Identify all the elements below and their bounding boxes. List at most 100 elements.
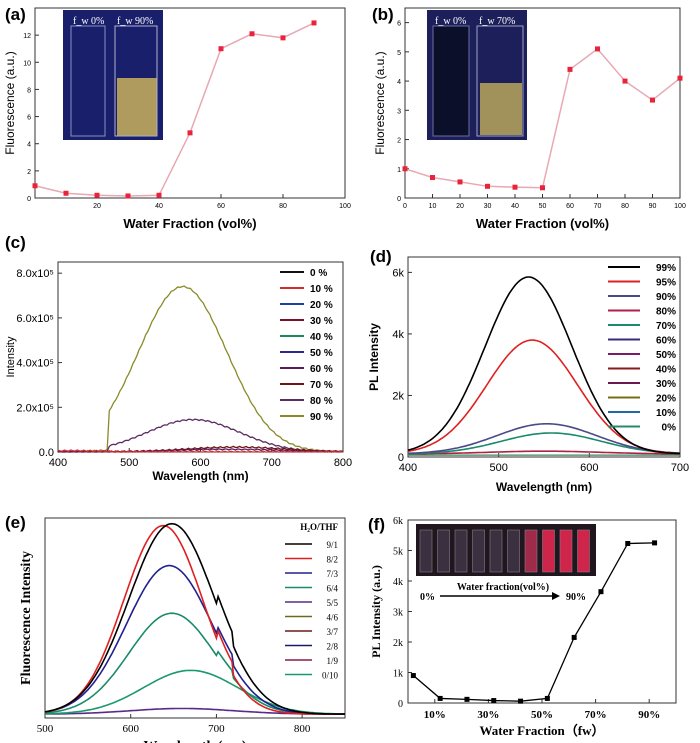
legend-label: 70 % [310, 380, 333, 391]
data-point [544, 695, 550, 701]
series-line [57, 449, 343, 453]
x-axis-label: Water Fraction (vol%) [476, 216, 609, 231]
x-tick-label: 90% [638, 709, 660, 721]
panel-label: (a) [5, 5, 26, 24]
x-tick-label: 600 [191, 457, 209, 469]
legend-label: 90 % [310, 412, 333, 423]
y-tick-label: 2 [397, 138, 401, 145]
y-tick-label: 8.0x10⁵ [16, 268, 54, 280]
inset-vial-right-a [114, 25, 158, 137]
x-tick-label: 600 [122, 723, 139, 735]
panel-label: (d) [370, 247, 392, 266]
legend-label: 60 % [310, 364, 333, 375]
data-point [598, 589, 604, 595]
legend-label: 5/5 [326, 598, 338, 608]
legend-label: 3/7 [326, 627, 338, 637]
y-tick-label: 6k [393, 516, 403, 527]
panel-label: (b) [372, 5, 394, 24]
y-tick-label: 1k [393, 669, 403, 680]
data-point [652, 540, 658, 546]
inset-label: f_w 70% [479, 16, 515, 27]
x-tick-label: 30 [484, 203, 492, 210]
y-tick-label: 6.0x10⁵ [16, 313, 54, 325]
data-point [410, 673, 416, 679]
x-axis-label: Water Fraction（fw） [479, 723, 604, 738]
inset-vial [542, 529, 555, 573]
legend-label: 50 % [310, 348, 333, 359]
series-line [407, 276, 681, 455]
panel-label: (f) [368, 515, 385, 534]
y-tick-label: 2 [27, 169, 31, 176]
y-tick-label: 0 [397, 196, 401, 203]
data-point [650, 97, 655, 103]
inset-vial-right-b [476, 25, 524, 137]
legend-label: 8/2 [326, 555, 338, 565]
x-tick-label: 30% [477, 709, 499, 721]
inset-vial [454, 529, 468, 573]
y-axis-label: PL Intensity (a.u.) [369, 565, 383, 658]
x-axis-label: Wavelength (nm) [152, 469, 248, 483]
data-point [512, 184, 518, 190]
legend-label: 4/6 [326, 613, 338, 623]
y-tick-label: 3 [397, 108, 401, 115]
y-tick-label: 0 [398, 699, 403, 710]
x-tick-label: 400 [399, 462, 417, 474]
legend-label: 10% [656, 408, 676, 419]
inset-vial-glow-b [480, 83, 522, 135]
inset-vial-left-b [432, 25, 470, 137]
x-tick-label: 20 [93, 203, 101, 210]
data-point [125, 193, 131, 199]
legend-label: 1/9 [326, 656, 338, 666]
x-tick-label: 80 [279, 203, 287, 210]
legend-label: 20 % [310, 300, 333, 311]
data-point [622, 78, 628, 84]
y-tick-label: 2k [392, 390, 404, 402]
y-tick-label: 2k [393, 638, 403, 649]
panel-label: (c) [5, 233, 26, 252]
y-tick-label: 0 [27, 196, 31, 203]
y-axis-label: PL Intensity [367, 323, 381, 391]
y-tick-label: 0.0 [39, 447, 54, 459]
data-point [571, 634, 577, 640]
data-point [677, 75, 683, 81]
inset-label: f_w 0% [73, 16, 104, 27]
x-tick-label: 700 [208, 723, 225, 735]
series-line [412, 542, 655, 702]
data-point [249, 31, 255, 37]
x-tick-label: 60 [217, 203, 225, 210]
series-line [44, 522, 345, 715]
x-tick-label: 500 [489, 462, 507, 474]
y-tick-label: 10 [23, 60, 31, 67]
data-point [464, 696, 470, 702]
x-tick-label: 700 [671, 462, 689, 474]
data-point [402, 166, 408, 172]
x-tick-label: 50 [539, 203, 547, 210]
data-point [218, 46, 224, 52]
x-axis-label: Water Fraction (vol%) [123, 216, 256, 231]
x-tick-label: 60 [566, 203, 574, 210]
legend-label: 95% [656, 278, 676, 289]
plot-frame-a [34, 7, 346, 199]
data-point [485, 183, 490, 189]
y-tick-label: 1 [397, 167, 401, 174]
series-line [407, 432, 681, 455]
plot-frame-e [44, 517, 346, 719]
data-point [457, 179, 463, 185]
y-axis-label: Intensity [5, 336, 17, 377]
x-tick-label: 20 [456, 203, 464, 210]
data-point [595, 46, 600, 52]
y-tick-label: 4.0x10⁵ [16, 358, 54, 370]
inset-label: f_w 0% [435, 16, 466, 27]
y-tick-label: 3k [393, 608, 403, 619]
data-point [280, 35, 286, 41]
legend-label: 70% [656, 321, 676, 332]
x-tick-label: 40 [511, 203, 519, 210]
series-line [34, 22, 315, 197]
inset-vial [577, 529, 590, 573]
y-axis-label: Fluorescence Intensity [19, 551, 34, 685]
legend-label: 9/1 [326, 540, 338, 550]
legend-label: 6/4 [326, 584, 338, 594]
series-line [408, 450, 680, 455]
legend-label: 40% [656, 365, 676, 376]
